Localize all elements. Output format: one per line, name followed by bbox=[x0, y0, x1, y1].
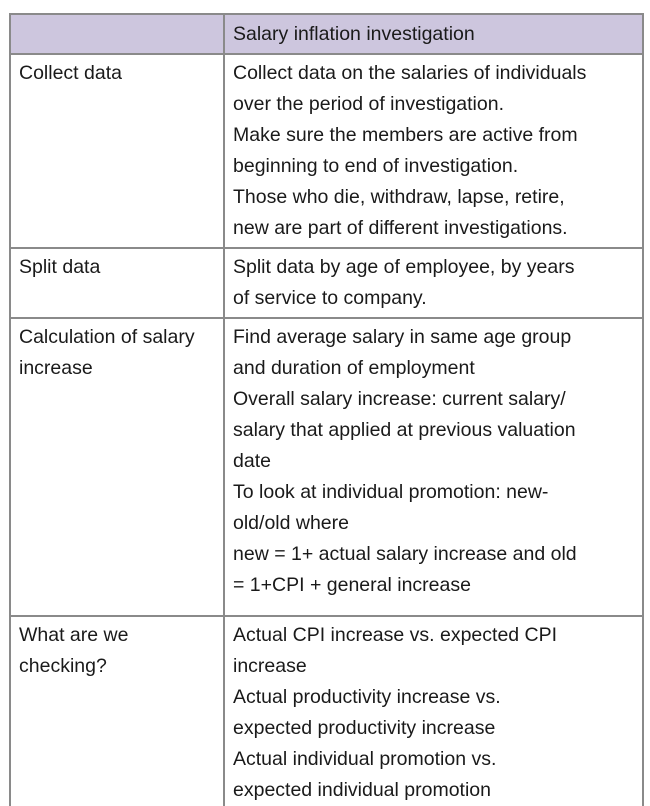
row-content-split-data: Split data by age of employee, by years … bbox=[223, 247, 644, 319]
table-row: Collect data Collect data on the salarie… bbox=[9, 53, 644, 249]
table-header-row: Salary inflation investigation bbox=[9, 13, 644, 55]
salary-investigation-table: Salary inflation investigation Collect d… bbox=[9, 13, 644, 806]
row-label-collect-data: Collect data bbox=[9, 53, 225, 249]
header-empty-cell bbox=[9, 13, 225, 55]
row-label-what-are-we-checking: What are we checking? bbox=[9, 615, 225, 806]
row-content-what-are-we-checking: Actual CPI increase vs. expected CPI inc… bbox=[223, 615, 644, 806]
row-label-calculation-of-salary-increase: Calculation of salary increase bbox=[9, 317, 225, 617]
row-label-split-data: Split data bbox=[9, 247, 225, 319]
table-title: Salary inflation investigation bbox=[223, 13, 644, 55]
table-row: Split data Split data by age of employee… bbox=[9, 247, 644, 319]
table-row: Calculation of salary increase Find aver… bbox=[9, 317, 644, 617]
row-content-calculation-of-salary-increase: Find average salary in same age group an… bbox=[223, 317, 644, 617]
row-content-collect-data: Collect data on the salaries of individu… bbox=[223, 53, 644, 249]
table-row: What are we checking? Actual CPI increas… bbox=[9, 615, 644, 806]
